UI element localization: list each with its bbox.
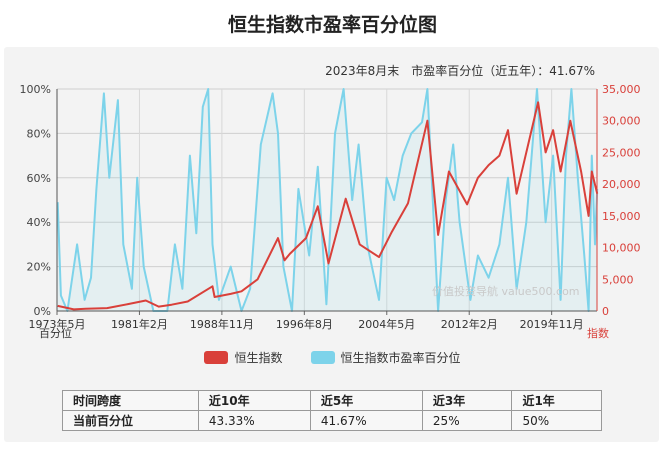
legend-item-percentile[interactable]: 恒生指数市盈率百分位 xyxy=(310,349,461,366)
y-right-tick-label: 0 xyxy=(602,305,609,318)
percentile-area xyxy=(57,89,598,311)
index-series-line xyxy=(57,101,599,311)
table-row-label: 当前百分位 xyxy=(62,410,199,431)
y-left-tick-label: 80% xyxy=(27,127,51,140)
percentile-area-fill xyxy=(57,89,598,311)
y-left-tick-label: 20% xyxy=(27,261,51,274)
table-row: 当前百分位 43.33% 41.67% 25% 50% xyxy=(62,410,602,431)
y-right-axis-label: 指数 xyxy=(587,326,609,340)
chart-title: 恒生指数市盈率百分位图 xyxy=(227,14,437,36)
y-left-tick-label: 100% xyxy=(20,83,51,96)
x-tick-label: 1973年5月 xyxy=(29,317,86,331)
chart-subtitle: 2023年8月末 市盈率百分位（近五年）：41.67% xyxy=(325,64,595,78)
watermark: 价值投资导航 value500.com xyxy=(432,285,580,298)
y-left-tick-label: 60% xyxy=(27,172,51,185)
legend-item-index[interactable]: 恒生指数 xyxy=(204,349,283,366)
series-lines xyxy=(56,88,599,312)
table-cell: 41.67% xyxy=(309,410,423,431)
chart-panel xyxy=(4,47,659,442)
table-col-header: 近10年 xyxy=(197,390,311,411)
table-col-header: 近5年 xyxy=(309,390,423,411)
legend-label-percentile: 恒生指数市盈率百分位 xyxy=(340,351,461,365)
y-right-tick-label: 25,000 xyxy=(602,146,641,159)
y-left-tick-label: 0% xyxy=(34,305,51,318)
y-right-tick-label: 5,000 xyxy=(602,273,634,286)
x-tick-label: 1981年2月 xyxy=(111,317,168,331)
legend-swatch-index xyxy=(204,351,229,364)
percentile-table: 时间跨度 近10年 近5年 近3年 近1年 当前百分位 43.33% 41.67… xyxy=(62,390,602,431)
x-tick-label: 1996年8月 xyxy=(276,317,333,331)
y-right-tick-label: 15,000 xyxy=(602,210,641,223)
legend: 恒生指数 恒生指数市盈率百分位 xyxy=(0,349,665,366)
table-row-header: 时间跨度 xyxy=(62,390,199,411)
table-cell: 25% xyxy=(421,410,513,431)
x-tick-label: 2012年2月 xyxy=(441,317,498,331)
percentile-series-line xyxy=(56,88,599,312)
tick-labels: 0% 20% 40% 60% 80% 100% 0 5,000 10,000 15,000 20,0… xyxy=(20,83,641,340)
table-col-header: 近3年 xyxy=(421,390,513,411)
table-header-row: 时间跨度 近10年 近5年 近3年 近1年 xyxy=(62,390,602,411)
y-right-tick-label: 20,000 xyxy=(602,178,641,191)
table-cell: 43.33% xyxy=(197,410,311,431)
x-tick-label: 2004年5月 xyxy=(358,317,415,331)
y-left-tick-label: 40% xyxy=(27,216,51,229)
x-tick-label: 2019年11月 xyxy=(520,317,584,331)
y-right-tick-label: 35,000 xyxy=(602,83,641,96)
axes xyxy=(56,89,598,315)
x-tick-label: 1988年11月 xyxy=(190,317,254,331)
table-cell: 50% xyxy=(511,410,602,431)
y-right-tick-label: 30,000 xyxy=(602,115,641,128)
y-right-tick-label: 10,000 xyxy=(602,242,641,255)
legend-label-index: 恒生指数 xyxy=(234,351,283,365)
legend-swatch-percentile xyxy=(310,351,335,364)
y-left-axis-label: 百分位 xyxy=(39,326,72,340)
table-col-header: 近1年 xyxy=(511,390,602,411)
